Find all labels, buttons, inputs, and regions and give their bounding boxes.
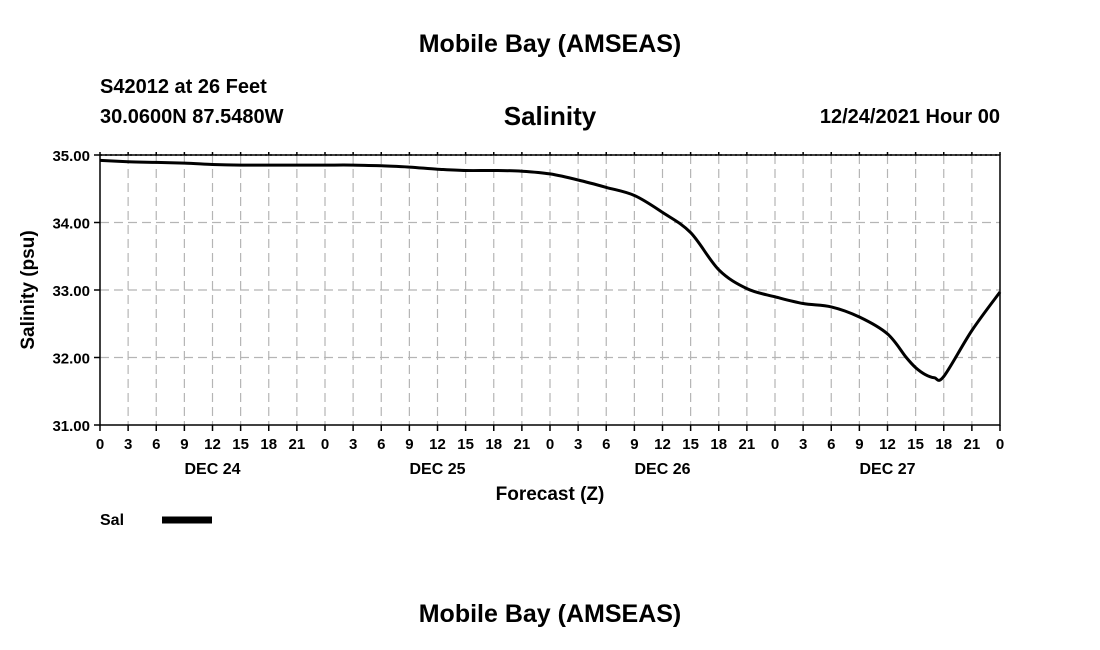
x-axis: 0 3 6 9 12 15 18 21 0 3 6 9 12 15 18 21 0 3 6 9 12 15 18 21 0 3 6 9… [96, 152, 1004, 478]
x-tick-label: 0 [321, 436, 329, 453]
x-tick-label: 15 [232, 436, 249, 453]
x-tick-label: 18 [935, 436, 952, 453]
y-tick-label: 32.00 [52, 351, 90, 368]
x-tick-label: 12 [879, 436, 896, 453]
x-tick-label: 3 [799, 436, 807, 453]
x-tick-label: 15 [907, 436, 924, 453]
x-tick-label: 9 [630, 436, 638, 453]
day-label: DEC 26 [634, 461, 690, 478]
x-tick-label: 6 [377, 436, 385, 453]
x-tick-label: 12 [429, 436, 446, 453]
x-tick-label: 9 [180, 436, 188, 453]
x-tick-label: 6 [827, 436, 835, 453]
x-tick-label: 6 [152, 436, 160, 453]
x-tick-label: 15 [682, 436, 699, 453]
x-tick-label: 3 [574, 436, 582, 453]
legend: Sal [100, 512, 212, 529]
y-tick-label: 35.00 [52, 148, 90, 165]
top-title: Mobile Bay (AMSEAS) [418, 30, 682, 58]
valid-time-label: 12/24/2021 Hour 00 [819, 106, 1000, 128]
x-tick-label: 9 [405, 436, 413, 453]
series-layer [99, 158, 1002, 382]
x-tick-label: 3 [349, 436, 357, 453]
y-tick-label: 33.00 [52, 283, 90, 300]
day-label: DEC 24 [184, 461, 240, 478]
x-tick-label: 18 [710, 436, 727, 453]
x-tick-label: 12 [204, 436, 221, 453]
x-tick-label: 3 [124, 436, 132, 453]
chart-title: Salinity [503, 101, 597, 131]
coordinates-label: 30.0600N 87.5480W [100, 106, 284, 128]
day-label: DEC 27 [859, 461, 915, 478]
x-axis-label: Forecast (Z) [496, 484, 605, 505]
x-tick-label: 18 [485, 436, 502, 453]
x-tick-label: 0 [771, 436, 779, 453]
grid [100, 154, 1000, 425]
x-tick-label: 21 [514, 436, 531, 453]
bottom-title: Mobile Bay (AMSEAS) [418, 600, 682, 628]
y-tick-label: 34.00 [52, 216, 90, 233]
legend-label: Sal [100, 512, 124, 529]
x-tick-label: 0 [546, 436, 554, 453]
x-tick-label: 12 [654, 436, 671, 453]
x-tick-label: 0 [96, 436, 104, 453]
x-tick-label: 6 [602, 436, 610, 453]
series-line-sal [99, 158, 1002, 382]
x-tick-label: 15 [457, 436, 474, 453]
x-tick-label: 21 [739, 436, 756, 453]
x-tick-label: 18 [260, 436, 277, 453]
y-axis-label: Salinity (psu) [18, 230, 39, 349]
x-tick-label: 0 [996, 436, 1004, 453]
y-tick-label: 31.00 [52, 418, 90, 435]
x-tick-label: 21 [289, 436, 306, 453]
station-label: S42012 at 26 Feet [100, 76, 267, 98]
day-label: DEC 25 [409, 461, 465, 478]
x-tick-label: 9 [855, 436, 863, 453]
y-axis: 35.00 34.00 33.00 32.00 31.00 [52, 148, 100, 435]
x-tick-label: 21 [964, 436, 981, 453]
